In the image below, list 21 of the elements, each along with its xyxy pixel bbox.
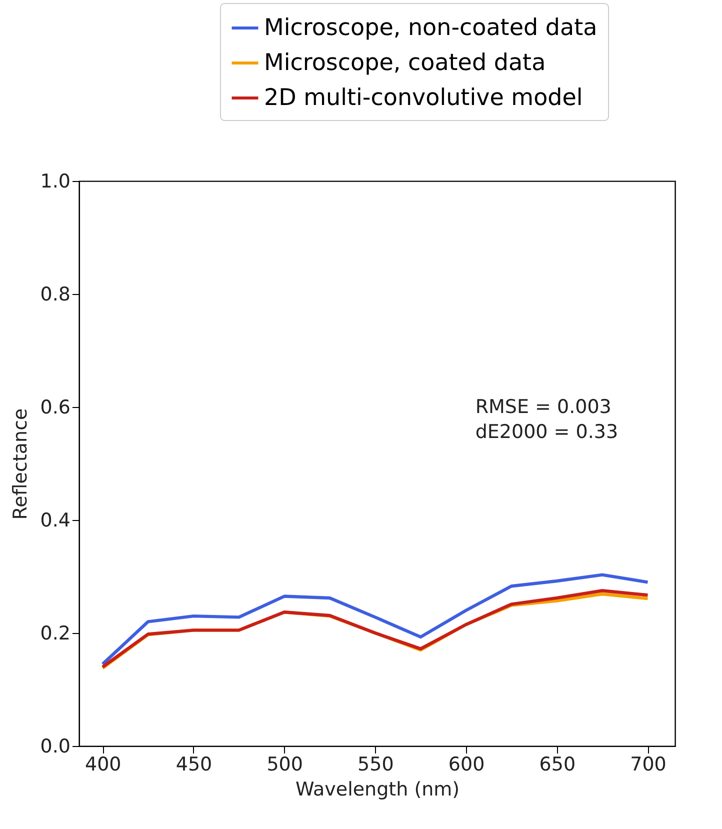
x-tick-label: 400 <box>84 754 122 776</box>
x-tick-label: 650 <box>539 754 576 776</box>
annotation: dE2000 = 0.33 <box>475 421 618 443</box>
x-tick-label: 700 <box>630 754 666 776</box>
y-tick-label: 1.0 <box>40 170 70 192</box>
x-tick-label: 450 <box>176 754 212 776</box>
legend-label: Microscope, coated data <box>264 50 546 76</box>
line-series <box>101 573 650 666</box>
y-tick-label: 0.8 <box>40 284 70 306</box>
x-tick-label: 600 <box>448 754 485 776</box>
annotation: RMSE = 0.003 <box>475 396 612 418</box>
x-tick-label: 550 <box>358 754 394 776</box>
y-axis-title: Reflectance <box>9 408 32 520</box>
y-tick-label: 0.0 <box>40 736 70 758</box>
legend-label: Microscope, non-coated data <box>264 15 598 41</box>
y-tick-label: 0.4 <box>40 510 70 532</box>
y-tick-label: 0.6 <box>40 396 70 418</box>
x-tick-label: 500 <box>266 754 303 776</box>
y-tick-label: 0.2 <box>40 622 70 644</box>
legend-label: 2D multi-convolutive model <box>264 85 583 111</box>
x-axis-title: Wavelength (nm) <box>295 778 460 800</box>
